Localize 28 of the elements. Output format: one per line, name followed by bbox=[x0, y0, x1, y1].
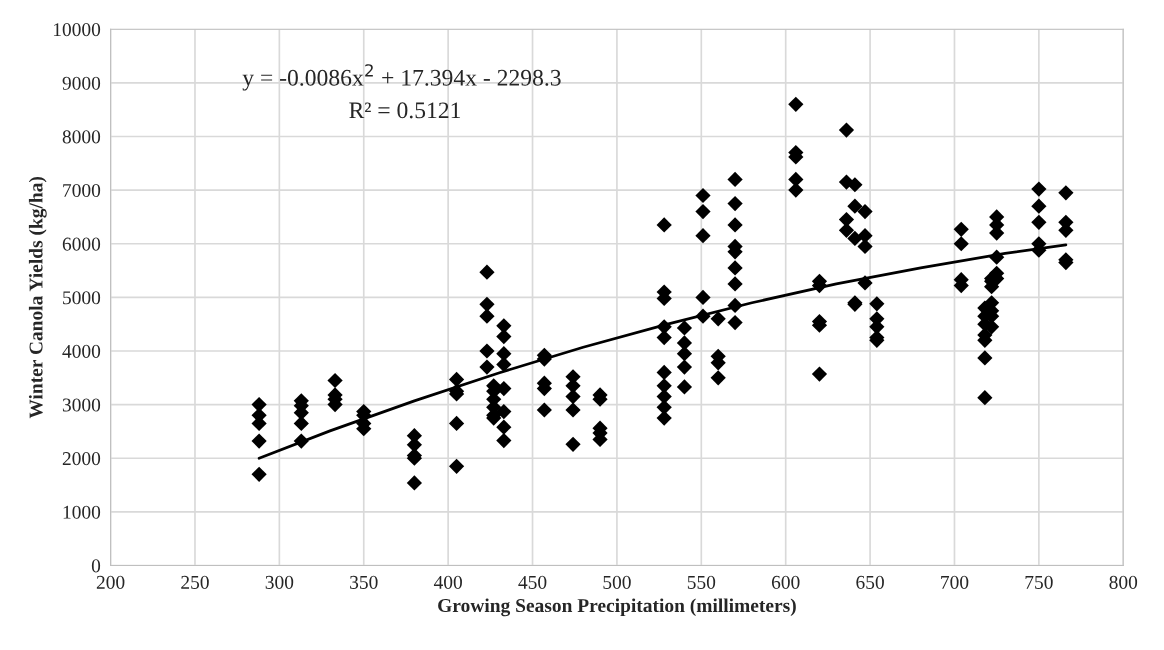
y-tick-label: 5000 bbox=[63, 291, 101, 305]
x-tick-label: 450 bbox=[518, 575, 547, 589]
y-tick-label: 9000 bbox=[62, 76, 101, 90]
annotation: R² = 0.5121 bbox=[349, 102, 461, 119]
x-tick-label: 650 bbox=[856, 575, 884, 589]
x-tick-label: 200 bbox=[96, 575, 125, 589]
y-tick-label: 2000 bbox=[62, 452, 101, 466]
x-tick-label: 800 bbox=[1109, 575, 1138, 589]
x-tick-label: 700 bbox=[941, 575, 969, 589]
x-tick-label: 600 bbox=[771, 575, 800, 589]
annotation: y = -0.0086x$^{2}$ + 17.394x - 2298.3 bbox=[242, 64, 561, 91]
y-tick-label: 7000 bbox=[63, 183, 101, 198]
y-tick-label: 0 bbox=[91, 559, 101, 573]
x-axis-title: Growing Season Precipitation (millimeters) bbox=[438, 598, 796, 617]
x-tick-label: 300 bbox=[265, 575, 294, 589]
x-tick-label: 750 bbox=[1025, 575, 1053, 589]
y-tick-label: 8000 bbox=[62, 130, 101, 144]
x-tick-label: 550 bbox=[687, 575, 716, 589]
y-tick-label: 6000 bbox=[62, 237, 101, 251]
y-axis-title: Winter Canola Yields (kg/ha) bbox=[28, 176, 47, 419]
y-tick-label: 3000 bbox=[62, 398, 101, 412]
x-tick-label: 400 bbox=[433, 575, 462, 589]
x-tick-label: 250 bbox=[181, 575, 209, 589]
y-tick-label: 1000 bbox=[63, 505, 101, 519]
x-tick-label: 350 bbox=[350, 575, 378, 589]
y-tick-label: 10000 bbox=[53, 23, 101, 37]
y-tick-label: 4000 bbox=[62, 344, 101, 358]
x-tick-label: 500 bbox=[603, 575, 631, 589]
